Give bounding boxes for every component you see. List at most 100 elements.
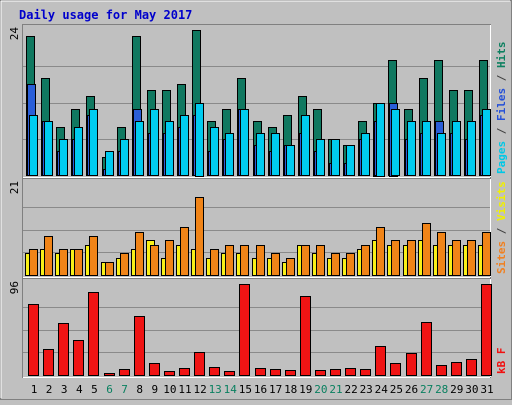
- x-tick-label-4: 4: [76, 383, 83, 396]
- chart-title: Daily usage for May 2017: [19, 8, 192, 22]
- legend-entry: kB F: [495, 348, 508, 375]
- x-tick-label-9: 9: [151, 383, 158, 396]
- bar-kb-f-day-30: [466, 359, 477, 376]
- bar-sites-day-2: [44, 236, 53, 276]
- bar-sites-day-29: [452, 240, 461, 276]
- bar-pages-day-17: [271, 133, 280, 176]
- bar-kb-f-day-27: [421, 322, 432, 376]
- bar-pages-day-22: [346, 145, 355, 176]
- series-pages: [29, 103, 491, 177]
- y-max-label: 96: [8, 281, 21, 294]
- x-tick-label-7: 7: [121, 383, 128, 396]
- bar-kb-f-day-31: [481, 284, 492, 376]
- bar-sites-day-19: [301, 245, 310, 276]
- y-max-label: 21: [8, 181, 21, 194]
- bar-kb-f-day-3: [58, 323, 69, 376]
- bar-pages-day-16: [256, 133, 265, 176]
- bar-pages-day-28: [437, 133, 446, 176]
- x-tick-label-18: 18: [284, 383, 297, 396]
- x-tick-label-3: 3: [61, 383, 68, 396]
- bar-sites-day-28: [437, 232, 446, 276]
- bar-pages-day-3: [59, 139, 68, 176]
- bar-pages-day-2: [44, 121, 53, 176]
- series-sites: [29, 197, 491, 276]
- legend-entry: Hits: [495, 42, 508, 69]
- x-tick-label-26: 26: [405, 383, 418, 396]
- bar-sites-day-12: [195, 197, 204, 276]
- bar-kb-f-day-16: [255, 368, 266, 376]
- bar-sites-day-5: [89, 236, 98, 276]
- legend-entry: Files: [495, 88, 508, 121]
- legend-entry: Sites: [495, 241, 508, 274]
- bar-sites-day-15: [240, 245, 249, 276]
- bar-pages-day-31: [482, 109, 491, 176]
- bar-kb-f-day-22: [345, 368, 356, 376]
- bar-kb-f-day-28: [436, 365, 447, 376]
- legend-entry: /: [495, 68, 508, 88]
- bar-pages-day-11: [180, 115, 189, 176]
- x-tick-label-14: 14: [224, 383, 238, 396]
- bar-sites-day-20: [316, 245, 325, 276]
- bar-kb-f-day-5: [88, 292, 99, 376]
- x-tick-label-11: 11: [178, 383, 191, 396]
- bar-sites-day-21: [331, 253, 340, 276]
- x-tick-label-16: 16: [254, 383, 267, 396]
- bar-pages-day-13: [210, 127, 219, 176]
- bar-pages-day-26: [407, 121, 416, 176]
- x-tick-label-1: 1: [31, 383, 38, 396]
- bar-sites-day-25: [391, 240, 400, 276]
- bar-kb-f-day-6: [104, 373, 115, 376]
- bar-pages-day-8: [135, 121, 144, 176]
- x-tick-label-20: 20: [314, 383, 327, 396]
- x-tick-label-5: 5: [91, 383, 98, 396]
- bar-kb-f-day-25: [390, 363, 401, 376]
- bar-kb-f-day-11: [179, 368, 190, 376]
- series-legend-top: Pages / Files / Hits: [495, 42, 508, 175]
- bar-kb-f-day-7: [119, 369, 130, 376]
- x-tick-label-31: 31: [480, 383, 493, 396]
- panels-layer: 24 Pages / Files / Hits 21 Sites / Visits 96…: [8, 24, 508, 378]
- bar-pages-day-23: [361, 133, 370, 176]
- x-tick-label-27: 27: [420, 383, 433, 396]
- bar-sites-day-6: [105, 262, 114, 276]
- bar-sites-day-27: [422, 223, 431, 276]
- bar-pages-day-30: [467, 121, 476, 176]
- bar-sites-day-4: [74, 249, 83, 276]
- bar-kb-f-day-8: [134, 316, 145, 376]
- bar-kb-f-day-19: [300, 296, 311, 376]
- bar-pages-day-27: [422, 121, 431, 176]
- bar-pages-day-12: [195, 103, 204, 177]
- x-tick-label-12: 12: [193, 383, 206, 396]
- bar-pages-day-15: [240, 109, 249, 176]
- bar-sites-day-24: [376, 227, 385, 276]
- bar-kb-f-day-15: [239, 284, 250, 376]
- bar-sites-day-31: [482, 232, 491, 276]
- x-tick-label-30: 30: [465, 383, 478, 396]
- x-tick-label-29: 29: [450, 383, 463, 396]
- bar-sites-day-26: [407, 240, 416, 276]
- bar-sites-day-8: [135, 232, 144, 276]
- bar-pages-day-1: [29, 115, 38, 176]
- series-legend-middle: Sites / Visits: [495, 181, 508, 274]
- bar-pages-day-4: [74, 127, 83, 176]
- bar-kb-f-day-24: [375, 346, 386, 376]
- bar-pages-day-19: [301, 115, 310, 176]
- x-tick-label-2: 2: [46, 383, 53, 396]
- bar-kb-f-day-13: [209, 367, 220, 376]
- x-tick-label-15: 15: [239, 383, 252, 396]
- bar-kb-f-day-17: [270, 369, 281, 376]
- x-tick-label-23: 23: [360, 383, 373, 396]
- bar-pages-day-25: [391, 109, 400, 176]
- legend-entry: Pages: [495, 141, 508, 174]
- y-max-label: 24: [8, 27, 21, 41]
- bar-pages-day-5: [89, 109, 98, 176]
- x-tick-label-19: 19: [299, 383, 312, 396]
- x-tick-label-21: 21: [329, 383, 342, 396]
- bar-pages-day-20: [316, 139, 325, 176]
- bar-pages-day-6: [105, 151, 114, 176]
- bar-pages-day-7: [120, 139, 129, 176]
- bar-sites-day-11: [180, 227, 189, 276]
- x-tick-label-24: 24: [375, 383, 389, 396]
- bar-sites-day-23: [361, 245, 370, 276]
